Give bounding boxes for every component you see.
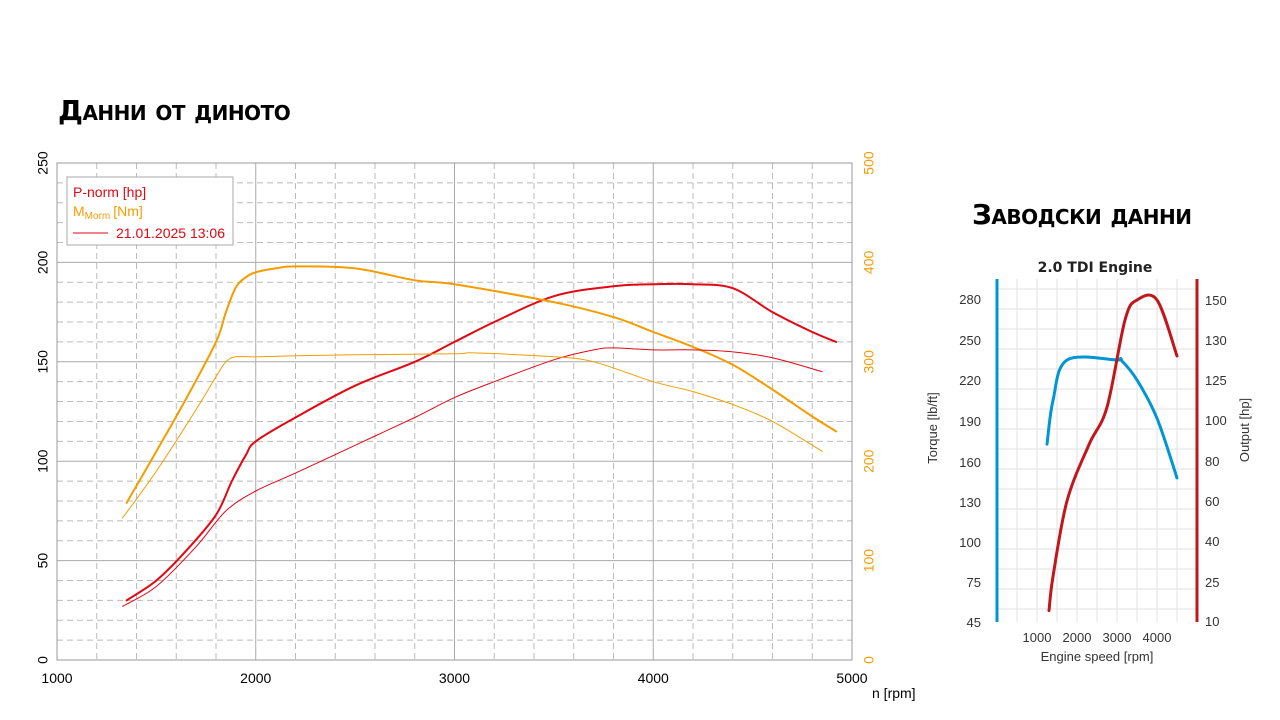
dyno-series	[122, 265, 838, 607]
factory-series	[1045, 293, 1179, 613]
y-left-tick-label: 250	[35, 151, 51, 175]
factory-y-left-tick-label: 190	[959, 414, 981, 429]
factory-tick-labels: 1000 2000 3000 4000 45 75 100 130 160 190 220 250 28…	[959, 292, 1226, 645]
series-line-torque-ref	[122, 352, 823, 519]
x-tick-label: 3000	[439, 670, 470, 686]
factory-y-left-tick-label: 160	[959, 455, 981, 470]
legend-power: P-norm [hp]	[73, 184, 146, 200]
y-left-tick-label: 100	[35, 449, 51, 473]
factory-y-left-tick-label: 250	[959, 333, 981, 348]
factory-chart-title: 2.0 TDI Engine	[1038, 260, 1153, 276]
x-tick-label: 5000	[836, 670, 867, 686]
x-tick-label: 4000	[638, 670, 669, 686]
factory-y-right-tick-label: 25	[1205, 575, 1219, 590]
factory-x-tick-label: 2000	[1063, 630, 1092, 645]
legend-torque-unit: [Nm]	[113, 203, 143, 219]
dyno-legend: P-norm [hp] MMorm [Nm] 21.01.2025 13:06	[66, 176, 234, 246]
y-right-tick-label: 300	[861, 350, 877, 374]
factory-y-left-tick-label: 100	[959, 535, 981, 550]
factory-x-axis-label: Engine speed [rpm]	[1041, 649, 1154, 664]
factory-y-left-tick-label: 280	[959, 292, 981, 307]
legend-torque-subscript: Morm	[85, 211, 111, 222]
dyno-x-axis-label: n [rpm]	[872, 685, 916, 701]
factory-right-axis-label: Output [hp]	[1237, 398, 1252, 462]
dyno-chart: 1000 2000 3000 4000 5000 0 50 100 150 200 250 0 100 2…	[35, 151, 916, 701]
factory-y-left-tick-label: 220	[959, 373, 981, 388]
factory-x-tick-label: 3000	[1103, 630, 1132, 645]
y-right-tick-label: 500	[861, 151, 877, 175]
legend-reference: 21.01.2025 13:06	[116, 225, 225, 241]
y-right-tick-label: 100	[861, 549, 877, 573]
factory-title: Заводски данни	[972, 198, 1192, 231]
factory-y-right-tick-label: 100	[1205, 413, 1227, 428]
y-left-tick-label: 50	[35, 553, 51, 569]
factory-y-right-tick-label: 40	[1205, 534, 1219, 549]
series-line-factory-power	[1047, 293, 1179, 613]
legend-torque-symbol: M	[73, 203, 85, 219]
y-right-tick-label: 200	[861, 449, 877, 473]
y-left-tick-label: 200	[35, 251, 51, 275]
factory-y-right-tick-label: 10	[1205, 614, 1219, 629]
factory-y-right-tick-label: 150	[1205, 293, 1227, 308]
factory-y-left-tick-label: 45	[967, 615, 981, 630]
factory-y-right-tick-label: 130	[1205, 333, 1227, 348]
legend-box	[66, 176, 234, 246]
x-tick-label: 2000	[240, 670, 271, 686]
y-left-tick-label: 150	[35, 350, 51, 374]
factory-y-right-tick-label: 125	[1205, 373, 1227, 388]
legend-torque: MMorm [Nm]	[73, 203, 143, 222]
factory-y-right-tick-label: 80	[1205, 454, 1219, 469]
dyno-plot-frame	[56, 162, 853, 661]
dyno-title: Данни от диното	[58, 94, 291, 127]
factory-x-tick-label: 1000	[1023, 630, 1052, 645]
series-line-torque-main	[125, 265, 838, 504]
y-right-tick-label: 400	[861, 251, 877, 275]
series-line-power-main	[125, 282, 838, 602]
factory-y-left-tick-label: 130	[959, 495, 981, 510]
series-line-factory-torque	[1045, 355, 1179, 480]
factory-grid	[997, 279, 1197, 622]
y-right-tick-label: 0	[861, 656, 877, 664]
factory-y-right-tick-label: 60	[1205, 494, 1219, 509]
dyno-tick-labels: 1000 2000 3000 4000 5000 0 50 100 150 200 250 0 100 2…	[35, 151, 877, 686]
x-tick-label: 1000	[41, 670, 72, 686]
factory-y-left-tick-label: 75	[967, 575, 981, 590]
factory-x-tick-label: 4000	[1143, 630, 1172, 645]
y-left-tick-label: 0	[35, 656, 51, 664]
series-line-power-ref	[122, 347, 823, 607]
